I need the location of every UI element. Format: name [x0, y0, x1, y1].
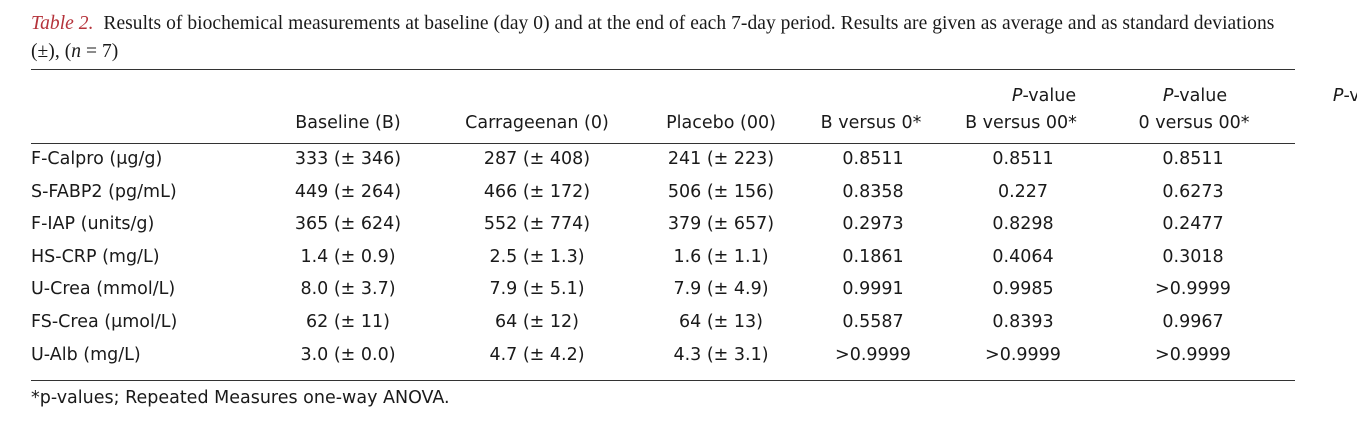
cell-pvalue-b-vs-00: 0.8393	[992, 312, 1054, 332]
cell-placebo: 64 (± 13)	[679, 312, 763, 332]
cell-pvalue-0-vs-00: 0.2477	[1162, 214, 1224, 235]
cell-carrageenan: 4.7 (± 4.2)	[489, 344, 585, 365]
cell-carrageenan: 64 (± 12)	[495, 312, 579, 332]
pvalue-2-suffix: -value	[1173, 86, 1228, 106]
cell-pvalue-b-vs-00: 0.4064	[992, 246, 1054, 267]
cell-baseline: 333 (± 346)	[294, 149, 402, 169]
header-rule	[31, 143, 1295, 144]
cell-pvalue-b-vs-00: 0.9985	[992, 279, 1054, 300]
table-bottom-rule	[31, 380, 1295, 381]
cell-carrageenan: 466 (± 172)	[483, 181, 591, 202]
header-p2-sub: B versus 00*	[965, 113, 1077, 133]
pvalue-3-suffix: -value	[1343, 86, 1357, 106]
header-pvalue-3: P-value	[1333, 84, 1357, 108]
cell-pvalue-b-vs-0: 0.8358	[842, 181, 904, 202]
cell-pvalue-b-vs-0: >0.9999	[835, 344, 911, 365]
cell-carrageenan: 552 (± 774)	[483, 214, 591, 235]
row-label: U-Crea (mmol/L)	[31, 279, 176, 300]
cell-pvalue-b-vs-00: 0.227	[997, 181, 1049, 202]
header-baseline: Baseline (B)	[295, 113, 401, 133]
cell-pvalue-b-vs-00: 0.8298	[992, 214, 1054, 235]
pvalue-1-suffix: -value	[1022, 86, 1077, 106]
header-p1-sub: B versus 0*	[820, 113, 922, 133]
pvalue-3-p: P	[1332, 86, 1344, 106]
caption-n-value: = 7)	[81, 41, 119, 62]
row-label: F-IAP (units/g)	[31, 214, 155, 235]
cell-pvalue-0-vs-00: 0.6273	[1162, 181, 1224, 202]
table-top-rule	[31, 69, 1295, 70]
cell-baseline: 8.0 (± 3.7)	[300, 279, 396, 300]
cell-pvalue-b-vs-00: >0.9999	[985, 344, 1061, 365]
cell-placebo: 4.3 (± 3.1)	[673, 344, 769, 365]
cell-pvalue-0-vs-00: 0.9967	[1162, 312, 1224, 332]
table-label: Table 2.	[31, 13, 94, 34]
cell-placebo: 241 (± 223)	[667, 149, 775, 169]
cell-placebo: 7.9 (± 4.9)	[673, 279, 769, 300]
cell-pvalue-b-vs-00: 0.8511	[992, 149, 1054, 169]
cell-carrageenan: 287 (± 408)	[483, 149, 591, 169]
cell-pvalue-b-vs-0: 0.8511	[842, 149, 904, 169]
cell-pvalue-b-vs-0: 0.9991	[842, 279, 904, 300]
caption-n-symbol: n	[71, 41, 82, 62]
cell-carrageenan: 7.9 (± 5.1)	[489, 279, 585, 300]
cell-baseline: 1.4 (± 0.9)	[300, 246, 396, 267]
cell-baseline: 449 (± 264)	[294, 181, 402, 202]
cell-pvalue-0-vs-00: >0.9999	[1155, 344, 1231, 365]
cell-placebo: 379 (± 657)	[667, 214, 775, 235]
header-placebo: Placebo (00)	[666, 113, 776, 133]
cell-carrageenan: 2.5 (± 1.3)	[489, 246, 585, 267]
cell-placebo: 1.6 (± 1.1)	[673, 246, 769, 267]
caption-text: Results of biochemical measurements at b…	[31, 13, 1275, 62]
row-label: S-FABP2 (pg/mL)	[31, 181, 177, 202]
cell-baseline: 365 (± 624)	[294, 214, 402, 235]
table-footnote: *p-values; Repeated Measures one-way ANO…	[31, 388, 450, 408]
table-caption: Table 2. Results of biochemical measurem…	[31, 10, 1301, 66]
row-label: F-Calpro (μg/g)	[31, 149, 163, 169]
cell-placebo: 506 (± 156)	[667, 181, 775, 202]
cell-pvalue-b-vs-0: 0.2973	[842, 214, 904, 235]
cell-pvalue-b-vs-0: 0.5587	[842, 312, 904, 332]
header-pvalue-1: P-value	[1012, 84, 1076, 108]
cell-pvalue-0-vs-00: 0.3018	[1162, 246, 1224, 267]
header-p3-sub: 0 versus 00*	[1138, 113, 1250, 133]
cell-pvalue-b-vs-0: 0.1861	[842, 246, 904, 267]
cell-pvalue-0-vs-00: >0.9999	[1155, 279, 1231, 300]
cell-pvalue-0-vs-00: 0.8511	[1162, 149, 1224, 169]
pvalue-1-p: P	[1011, 86, 1023, 106]
cell-baseline: 3.0 (± 0.0)	[300, 344, 396, 365]
cell-baseline: 62 (± 11)	[306, 312, 390, 332]
row-label: HS-CRP (mg/L)	[31, 246, 160, 267]
pvalue-2-p: P	[1162, 86, 1174, 106]
row-label: FS-Crea (μmol/L)	[31, 312, 178, 332]
header-pvalue-2: P-value	[1163, 84, 1227, 108]
row-label: U-Alb (mg/L)	[31, 344, 141, 365]
header-carrageenan: Carrageenan (0)	[465, 113, 609, 133]
